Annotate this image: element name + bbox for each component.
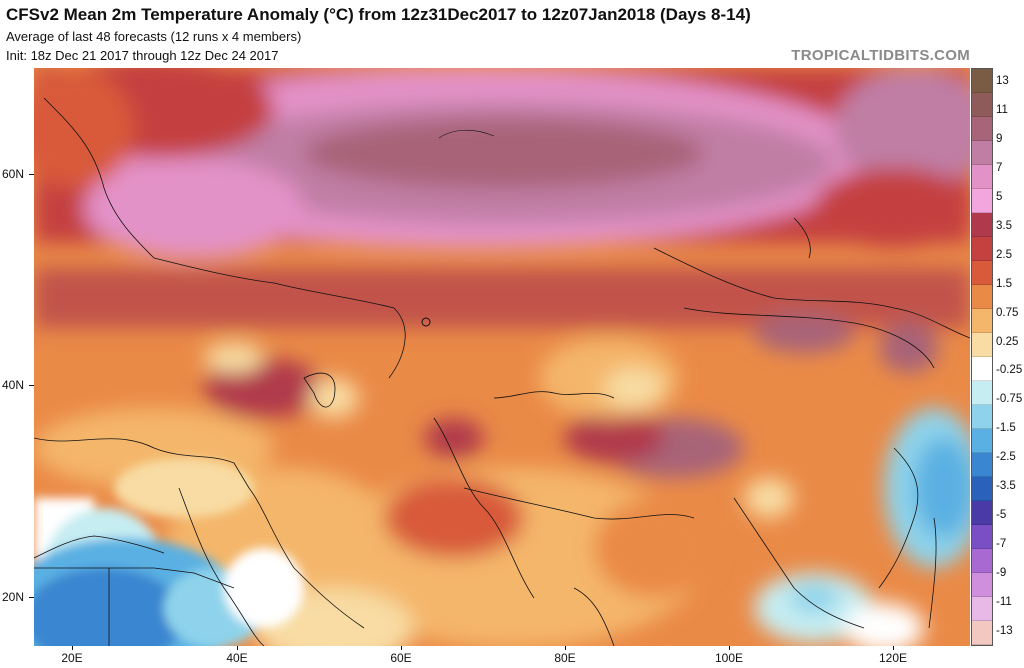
lon-tick (565, 646, 566, 650)
colorbar-swatch (972, 453, 992, 477)
lon-tick (401, 646, 402, 650)
colorbar-swatch (972, 429, 992, 453)
colorbar-swatch (972, 117, 992, 141)
colorbar-swatch (972, 309, 992, 333)
colorbar-label: 5 (996, 191, 1003, 204)
colorbar-swatch (972, 477, 992, 501)
colorbar-swatch (972, 621, 992, 645)
colorbar-label: 0.25 (996, 335, 1019, 348)
colorbar-label: -9 (996, 566, 1007, 579)
lon-label-120e: 120E (878, 651, 908, 665)
colorbar-label: -2.5 (996, 451, 1016, 464)
lon-tick (729, 646, 730, 650)
lon-label-100e: 100E (714, 651, 744, 665)
colorbar-label: 3.5 (996, 219, 1012, 232)
colorbar-swatch (972, 285, 992, 309)
anomaly-field (34, 68, 970, 646)
lat-tick (29, 385, 34, 386)
lat-label-40n: 40N (2, 378, 25, 392)
anomaly-field-svg (34, 68, 970, 646)
colorbar-label: 2.5 (996, 248, 1012, 261)
colorbar-label: -11 (996, 595, 1012, 608)
colorbar-label: 9 (996, 133, 1003, 146)
colorbar-swatch (972, 525, 992, 549)
lat-label-60n: 60N (2, 167, 25, 181)
lon-tick (893, 646, 894, 650)
lon-tick (237, 646, 238, 650)
colorbar-swatch (972, 549, 992, 573)
colorbar-label: -5 (996, 508, 1007, 521)
colorbar-label: 7 (996, 162, 1003, 175)
lon-tick (72, 646, 73, 650)
lon-label-80e: 80E (554, 651, 576, 665)
lon-label-40e: 40E (226, 651, 248, 665)
colorbar-swatch (972, 381, 992, 405)
colorbar-swatch (972, 141, 992, 165)
lat-tick (29, 174, 34, 175)
lon-label-60e: 60E (390, 651, 412, 665)
colorbar-swatch (972, 501, 992, 525)
colorbar-label: -7 (996, 537, 1007, 550)
colorbar-label: 0.75 (996, 306, 1019, 319)
colorbar-swatch (972, 405, 992, 429)
temperature-anomaly-map (34, 68, 970, 646)
colorbar-swatch (972, 213, 992, 237)
colorbar-swatch (972, 189, 992, 213)
lat-tick (29, 597, 34, 598)
colorbar (971, 68, 993, 646)
arctic-coastline (438, 129, 495, 139)
colorbar-label: 1.5 (996, 277, 1012, 290)
borders (34, 97, 970, 646)
colorbar-swatch (972, 597, 992, 621)
map-subtitle: Average of last 48 forecasts (12 runs x … (6, 29, 302, 44)
lon-label-20e: 20E (61, 651, 83, 665)
colorbar-label: 11 (996, 104, 1008, 117)
colorbar-swatch (972, 69, 992, 93)
init-line: Init: 18z Dec 21 2017 through 12z Dec 24… (6, 48, 279, 63)
africa-cool-region (34, 458, 304, 646)
colorbar-swatch (972, 357, 992, 381)
brand-watermark: TROPICALTIDBITS.COM (791, 47, 970, 64)
lat-label-20n: 20N (2, 590, 25, 604)
colorbar-swatch (972, 573, 992, 597)
colorbar-label: -3.5 (996, 480, 1016, 493)
colorbar-swatch (972, 261, 992, 285)
colorbar-swatch (972, 93, 992, 117)
colorbar-label: -1.5 (996, 422, 1016, 435)
colorbar-label: -0.75 (996, 393, 1023, 406)
map-title: CFSv2 Mean 2m Temperature Anomaly (°C) f… (6, 5, 751, 24)
colorbar-swatch (972, 165, 992, 189)
colorbar-label: -13 (996, 624, 1013, 637)
aral-sea-marker (421, 317, 431, 327)
colorbar-label: -0.25 (996, 364, 1023, 377)
colorbar-swatch (972, 237, 992, 261)
colorbar-swatch (972, 333, 992, 357)
colorbar-label: 13 (996, 75, 1009, 88)
